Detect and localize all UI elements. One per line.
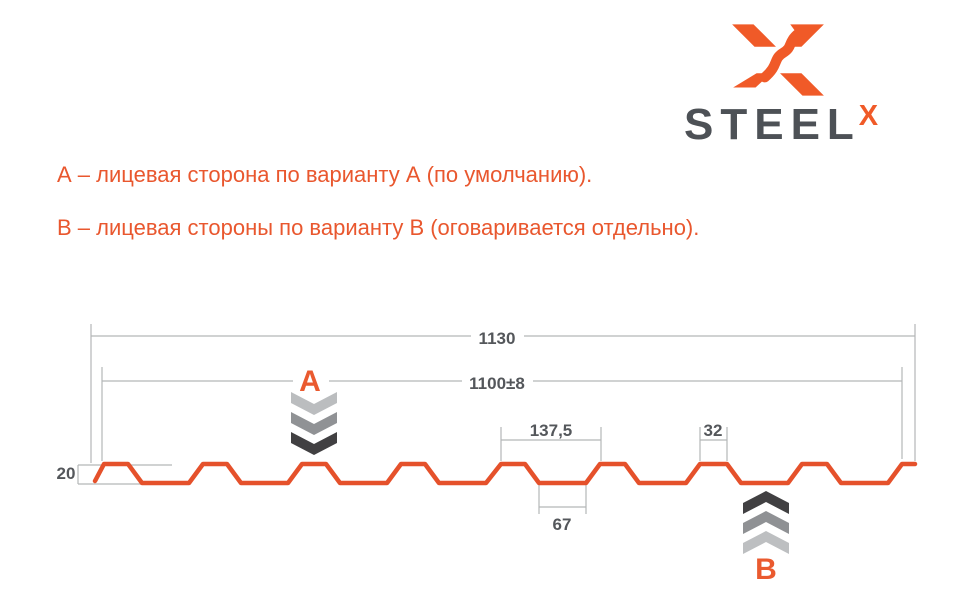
- logo-x-bottomleft-bar: [733, 73, 771, 88]
- marker-side-a: А: [291, 365, 337, 455]
- logo-x-icon: [732, 24, 824, 96]
- dim-height-20-label: 20: [57, 464, 76, 483]
- logo-wordmark: STEELX: [684, 100, 880, 150]
- sheet-profile-outline: [92, 461, 918, 486]
- dim-overall-1130-label: 1130: [479, 329, 516, 348]
- dim-pitch-137: 137,5: [500, 421, 602, 461]
- dim-pitch-137-label: 137,5: [530, 421, 573, 440]
- dim-working-1100: 1100±8: [101, 367, 903, 461]
- chevron-down-light-icon: [291, 392, 337, 415]
- marker-side-b: В: [743, 491, 789, 586]
- chevron-up-mid-icon: [743, 511, 789, 534]
- logo-x-s-swoosh: [759, 28, 804, 83]
- logo-sup-x: X: [858, 100, 879, 132]
- dim-ribtop-32: 32: [699, 421, 728, 461]
- logo-brand-text: STEEL: [684, 100, 861, 149]
- chevron-down-dark-icon: [291, 432, 337, 455]
- dim-valley-67-label: 67: [553, 515, 572, 534]
- chevron-down-mid-icon: [291, 412, 337, 435]
- note-line-a: А – лицевая сторона по варианту А (по ум…: [57, 162, 593, 187]
- marker-a-letter: А: [299, 365, 321, 398]
- marker-b-letter: В: [755, 553, 777, 586]
- logo-x-topleft-bar: [732, 24, 776, 47]
- chevron-up-dark-icon: [743, 491, 789, 514]
- note-line-b: В – лицевая стороны по варианту В (огова…: [57, 215, 700, 240]
- logo-x-bottomright-bar: [780, 73, 824, 96]
- dim-overall-1130: 1130: [90, 324, 916, 463]
- dim-working-1100-label: 1100±8: [469, 374, 525, 393]
- dim-ribtop-32-label: 32: [704, 421, 723, 440]
- chevron-up-light-icon: [743, 531, 789, 554]
- dim-valley-67: 67: [538, 482, 587, 534]
